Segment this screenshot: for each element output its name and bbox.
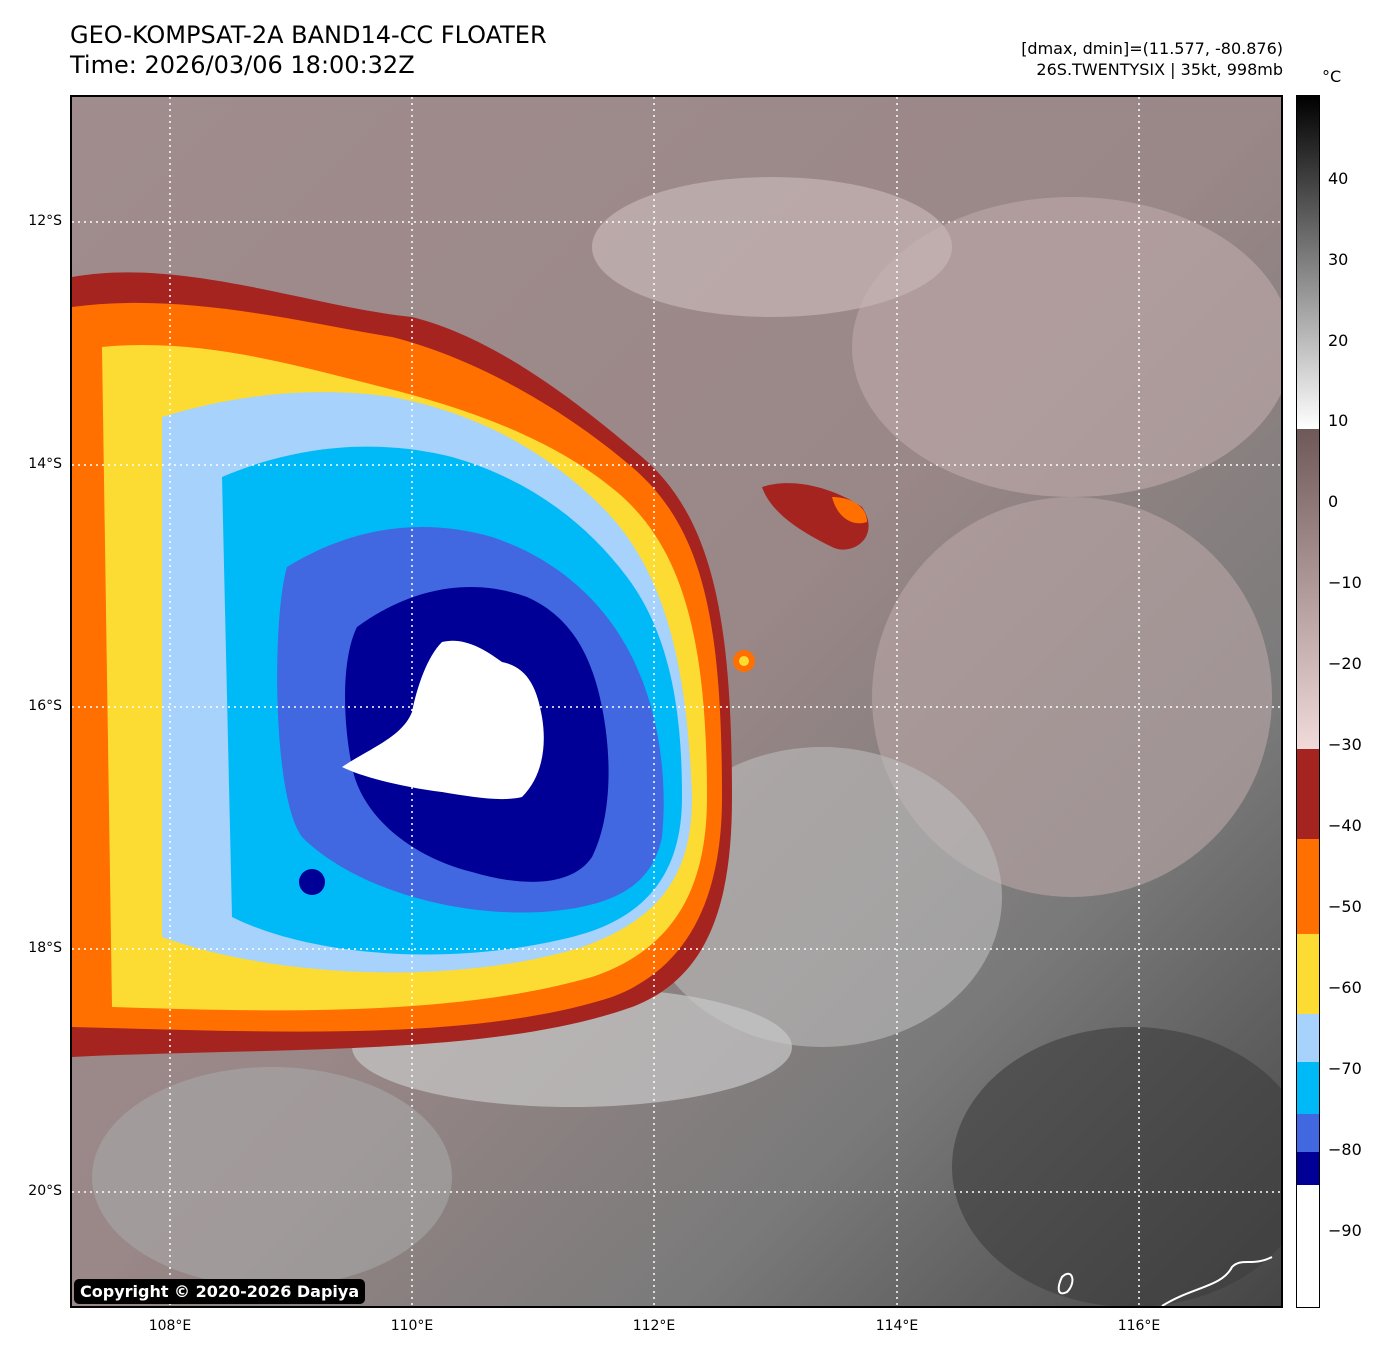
colorbar-tick: −40	[1328, 816, 1362, 835]
colorbar-segment-dark-red	[1297, 749, 1319, 839]
map-imagery	[72, 97, 1281, 1306]
colorbar-tick: −50	[1328, 897, 1362, 916]
title-line-1: GEO-KOMPSAT-2A BAND14-CC FLOATER	[70, 21, 547, 49]
lon-label: 114°E	[875, 1318, 919, 1334]
colorbar-tick: 40	[1328, 169, 1349, 188]
lon-label: 116°E	[1117, 1318, 1161, 1334]
colorbar-segment-cyan	[1297, 1062, 1319, 1114]
cloud-patch	[592, 177, 952, 317]
lon-label: 112°E	[632, 1318, 676, 1334]
lat-label: 12°S	[28, 213, 62, 229]
lat-label: 14°S	[28, 456, 62, 472]
copyright-label: Copyright © 2020-2026 Dapiya	[74, 1279, 366, 1304]
cloud-patch	[952, 1027, 1281, 1306]
colorbar-segment-light-blue	[1297, 1014, 1319, 1062]
colorbar-segment-navy	[1297, 1152, 1319, 1185]
coastline	[1057, 1256, 1273, 1306]
lat-label: 18°S	[28, 940, 62, 956]
colorbar-tick: −20	[1328, 654, 1362, 673]
colorbar-tick: 0	[1328, 492, 1339, 511]
cloud-patch	[92, 1067, 452, 1287]
colorbar-segment-yellow	[1297, 934, 1319, 1014]
colorbar-segment-gray	[1297, 96, 1319, 429]
range-text: [dmax, dmin]=(11.577, -80.876)	[1021, 39, 1283, 58]
colorbar-tick: −70	[1328, 1059, 1362, 1078]
storm-text: 26S.TWENTYSIX | 35kt, 998mb	[1036, 60, 1283, 79]
lat-label: 20°S	[28, 1183, 62, 1199]
colorbar-segment-white	[1297, 1185, 1319, 1307]
cloud-patch	[642, 747, 1002, 1047]
colorbar-tick: 30	[1328, 250, 1349, 269]
colorbar-tick: −10	[1328, 573, 1362, 592]
colorbar-segment-orange	[1297, 839, 1319, 934]
colorbar-tick: 10	[1328, 411, 1349, 430]
lon-label: 110°E	[390, 1318, 434, 1334]
storm-cloud-shield	[72, 272, 869, 1057]
cloud-patch	[852, 197, 1281, 497]
lat-label: 16°S	[28, 698, 62, 714]
title-line-2: Time: 2026/03/06 18:00:32Z	[70, 51, 415, 79]
chart-title: GEO-KOMPSAT-2A BAND14-CC FLOATER Time: 2…	[70, 20, 547, 80]
colorbar-tick: −90	[1328, 1221, 1362, 1240]
colorbar-scale	[1297, 96, 1319, 1307]
colorbar-tick: −30	[1328, 735, 1362, 754]
colorbar-tick: 20	[1328, 331, 1349, 350]
satellite-map: Copyright © 2020-2026 Dapiya	[70, 95, 1283, 1308]
colorbar-tick: −80	[1328, 1140, 1362, 1159]
colorbar-segment-blue	[1297, 1114, 1319, 1152]
cloud-patch	[872, 497, 1272, 897]
colorbar-unit: °C	[1322, 67, 1342, 86]
colorbar	[1296, 95, 1320, 1308]
colorbar-tick: −60	[1328, 978, 1362, 997]
colorbar-segment-brown	[1297, 429, 1319, 749]
lon-label: 108°E	[148, 1318, 192, 1334]
storm-info: [dmax, dmin]=(11.577, -80.876) 26S.TWENT…	[1021, 38, 1283, 80]
